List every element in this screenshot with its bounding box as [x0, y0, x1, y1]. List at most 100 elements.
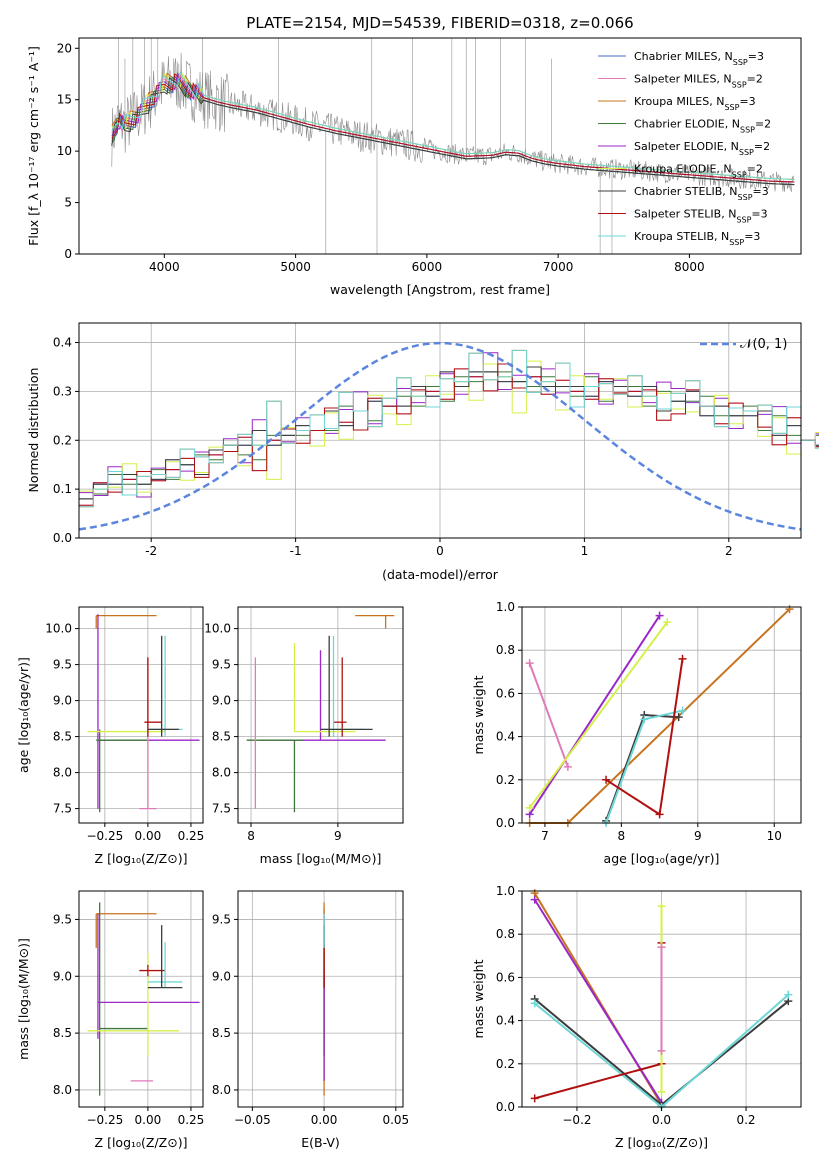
y-tick-label: 0.3 — [53, 384, 72, 398]
x-tick-label: 10 — [767, 829, 782, 843]
weight-line — [605, 709, 683, 824]
x-tick-label: 6000 — [412, 260, 443, 274]
weight-marker — [678, 654, 687, 663]
y-tick-label: 10.0 — [45, 622, 72, 636]
panel-frame — [237, 606, 404, 824]
y-tick-label: 0.4 — [53, 336, 72, 350]
x-tick-label: 9 — [334, 829, 342, 843]
y-tick-label: 9.0 — [53, 969, 72, 983]
panel-ylabel: age [log₁₀(age/yr)] — [16, 657, 31, 773]
y-tick-label: 1.0 — [496, 600, 515, 614]
x-tick-label: 8000 — [674, 260, 705, 274]
y-tick-label: 9.0 — [53, 694, 72, 708]
y-tick-label: 8.5 — [53, 1026, 72, 1040]
panel-series — [530, 889, 793, 1111]
panel-xlabel: mass [log₁₀(M/M⊙)] — [260, 851, 382, 866]
y-tick-label: 0.2 — [53, 433, 72, 447]
panel-ylabel: mass [log₁₀(M/M⊙)] — [16, 938, 31, 1060]
x-tick-label: −0.05 — [234, 1113, 271, 1127]
model-fit-line — [111, 76, 795, 186]
y-tick-label: 1.0 — [496, 884, 515, 898]
x-tick-label: 9 — [694, 829, 702, 843]
x-tick-label: -1 — [290, 544, 302, 558]
model-fit-line — [111, 71, 795, 180]
spectrum-xlabel: wavelength [Angstrom, rest frame] — [330, 282, 550, 297]
x-tick-label: 8 — [247, 829, 255, 843]
x-tick-label: 8 — [618, 829, 626, 843]
weight-marker — [525, 803, 534, 812]
weight-marker — [602, 775, 611, 784]
y-tick-label: 8.0 — [212, 1083, 231, 1097]
residual-axes: -2 -1 0 1 2 0.0 0.1 0.2 0.3 0.4 — [53, 336, 733, 558]
panel-xlabel: Z [log₁₀(Z/Z⊙)] — [95, 851, 188, 866]
legend-label: Salpeter STELIB, NSSP=3 — [634, 208, 768, 225]
y-tick-label: 20 — [57, 41, 72, 55]
x-tick-label: 4000 — [149, 260, 180, 274]
panel-xlabel: Z [log₁₀(Z/Z⊙)] — [95, 1135, 188, 1150]
weight-marker — [657, 1046, 666, 1055]
weight-marker — [563, 762, 572, 771]
y-tick-label: 0.0 — [496, 816, 515, 830]
legend-label: Chabrier ELODIE, NSSP=2 — [634, 118, 771, 135]
gaussian-curve — [78, 341, 802, 531]
gaussian-legend-label: 𝒩(0, 1) — [740, 337, 787, 352]
y-tick-label: 8.5 — [212, 1026, 231, 1040]
spectrum-series — [111, 38, 795, 254]
x-tick-label: −0.25 — [86, 1113, 123, 1127]
y-tick-label: 9.5 — [53, 912, 72, 926]
histogram-step — [79, 349, 819, 508]
residual-grid — [79, 323, 801, 539]
y-tick-label: 9.5 — [53, 658, 72, 672]
legend-label: Salpeter MILES, NSSP=2 — [634, 73, 763, 90]
weight-marker — [640, 715, 649, 724]
x-tick-label: 0.00 — [135, 1113, 162, 1127]
legend-label: Chabrier STELIB, NSSP=3 — [634, 185, 769, 202]
mass-vs-ebv-panel: −0.05 0.00 0.05 8.0 8.5 9.0 9.5 E(B-V) — [212, 890, 409, 1150]
y-tick-label: 0.0 — [53, 531, 72, 545]
x-tick-label: 0.2 — [736, 1113, 755, 1127]
legend-label: Kroupa STELIB, NSSP=3 — [634, 230, 760, 247]
weight-line — [528, 621, 669, 809]
legend-label: Chabrier MILES, NSSP=3 — [634, 50, 764, 67]
weight-marker — [784, 990, 793, 999]
y-tick-label: 10 — [57, 144, 72, 158]
weight-marker — [785, 605, 794, 614]
panel-xlabel: Z [log₁₀(Z/Z⊙)] — [615, 1135, 708, 1150]
weight-marker — [657, 902, 666, 911]
x-tick-label: 5000 — [280, 260, 311, 274]
panel-series — [87, 902, 200, 1096]
weight-marker — [674, 713, 683, 722]
weight-marker — [525, 659, 534, 668]
y-tick-label: 0.2 — [496, 1057, 515, 1071]
panel-frame — [521, 606, 802, 824]
panel-frame — [237, 890, 404, 1108]
residual-series — [78, 341, 819, 531]
y-tick-label: 9.0 — [212, 694, 231, 708]
panel-xlabel: E(B-V) — [301, 1135, 340, 1150]
weight-marker — [530, 1094, 539, 1103]
x-tick-label: −0.25 — [86, 829, 123, 843]
spectrum-axes: 4000 5000 6000 7000 8000 0 5 10 15 20 — [57, 41, 705, 274]
mass-vs-Z-panel: −0.25 0.00 0.25 8.0 8.5 9.0 9.5 Z [log₁₀(Z/Z⊙)]… — [16, 890, 204, 1150]
histogram-step — [79, 360, 819, 493]
weight-marker — [657, 943, 666, 952]
x-tick-label: 0.0 — [652, 1113, 671, 1127]
x-tick-label: 0 — [436, 544, 444, 558]
y-tick-label: 0.4 — [496, 730, 515, 744]
y-tick-label: 7.5 — [212, 802, 231, 816]
panel-frame — [78, 890, 204, 1108]
panel-xlabel: age [log₁₀(age/yr)] — [604, 851, 720, 866]
residual-legend: 𝒩(0, 1) — [700, 337, 787, 352]
y-tick-label: 0.6 — [496, 970, 515, 984]
histogram-step — [79, 363, 819, 506]
legend-label: Kroupa ELODIE, NSSP=2 — [634, 163, 763, 180]
y-tick-label: 0.0 — [496, 1100, 515, 1114]
y-tick-label: 0.4 — [496, 1014, 515, 1028]
panel-ylabel: mass weight — [471, 675, 486, 754]
residual-ylabel: Normed distribution — [26, 368, 41, 493]
y-tick-label: 7.5 — [53, 802, 72, 816]
weight-marker — [655, 810, 664, 819]
y-tick-label: 0.1 — [53, 482, 72, 496]
x-tick-label: 0.00 — [311, 1113, 338, 1127]
